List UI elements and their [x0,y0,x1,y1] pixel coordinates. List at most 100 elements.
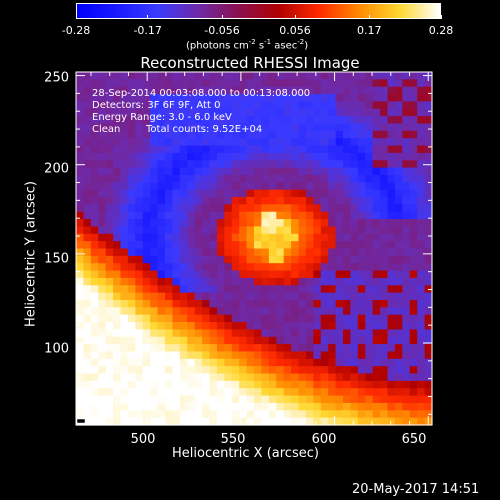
heatmap-cell [98,219,107,228]
heatmap-cell [417,145,426,154]
heatmap-cell [283,226,292,235]
heatmap-cell [298,94,307,103]
heatmap-cell [372,270,381,279]
heatmap-cell [113,160,122,169]
heatmap-cell [172,219,181,228]
heatmap-cell [98,292,107,301]
heatmap-cell [239,402,248,411]
heatmap-cell [357,167,366,176]
heatmap-cell [350,86,359,95]
heatmap-cell [424,108,433,117]
heatmap-cell [239,329,248,338]
heatmap-cell [231,152,240,161]
heatmap-cell [179,79,188,88]
heatmap-cell [380,145,389,154]
heatmap-cell [365,336,374,345]
heatmap-cell [291,322,300,330]
heatmap-cell [335,189,344,198]
heatmap-cell [202,219,211,228]
heatmap-cell [113,226,122,235]
heatmap-cell [254,329,263,338]
heatmap-cell [409,344,418,353]
heatmap-cell [283,248,292,257]
heatmap-cell [231,380,240,389]
heatmap-cell [424,219,433,228]
heatmap-cell [157,366,166,375]
heatmap-cell [394,86,403,95]
heatmap-cell [402,255,411,264]
heatmap-cell [254,417,263,426]
heatmap-cell [127,380,136,389]
heatmap-cell [83,336,92,345]
heatmap-cell [298,182,307,191]
heatmap-cell [417,241,426,250]
heatmap-cell [187,204,196,213]
heatmap-cell [157,263,166,272]
heatmap-cell [394,204,403,213]
heatmap-cell [187,138,196,147]
heatmap-cell [409,167,418,176]
heatmap-cell [343,167,352,176]
heatmap-cell [209,410,218,419]
heatmap-cell [98,351,107,360]
heatmap-cell [424,189,433,198]
heatmap-cell [165,130,174,139]
colorbar-tick-label: -0.28 [61,24,91,37]
heatmap-cell [165,388,174,397]
heatmap-cell [157,380,166,389]
heatmap-cell [365,160,374,169]
heatmap-cell [254,299,263,308]
heatmap-cell [283,351,292,360]
heatmap-cell [157,277,166,286]
heatmap-cell [313,292,322,301]
heatmap-cell [291,373,300,382]
heatmap-cell [157,307,166,316]
heatmap-cell [98,130,107,139]
heatmap-cell [409,351,418,360]
heatmap-cell [328,373,337,382]
heatmap-cell [417,174,426,183]
heatmap-cell [402,145,411,154]
heatmap-cell [216,329,225,338]
heatmap-cell [313,145,322,154]
heatmap-cell [291,351,300,360]
heatmap-cell [357,108,366,117]
heatmap-cell [276,197,285,205]
heatmap-cell [209,344,218,353]
heatmap-cell [261,277,270,286]
heatmap-cell [350,145,359,154]
heatmap-cell [150,380,159,389]
heatmap-cell [172,138,181,147]
heatmap-cell [402,189,411,198]
heatmap-cell [298,116,307,125]
heatmap-cell [372,123,381,132]
heatmap-cell [387,248,396,257]
heatmap-cell [394,388,403,397]
heatmap-cell [239,182,248,191]
heatmap-cell [127,160,136,169]
heatmap-cell [127,410,136,419]
heatmap-cell [113,336,122,345]
heatmap-cell [313,72,322,80]
heatmap-cell [194,211,203,220]
heatmap-cell [335,138,344,147]
heatmap-cell [283,373,292,382]
heatmap-cell [165,145,174,154]
heatmap-cell [216,145,225,154]
heatmap-cell [372,160,381,169]
heatmap-cell [372,189,381,198]
heatmap-cell [372,358,381,367]
heatmap-cell [239,395,248,404]
heatmap-cells [76,72,433,426]
heatmap-cell [90,197,99,205]
heatmap-cell [313,204,322,213]
heatmap-cell [291,211,300,220]
heatmap-cell [142,189,151,198]
heatmap-cell [261,204,270,213]
heatmap-cell [291,130,300,139]
info-method: Clean [92,124,121,135]
heatmap-cell [83,388,92,397]
heatmap-cell [387,410,396,419]
heatmap-cell [335,79,344,88]
heatmap-cell [113,211,122,220]
